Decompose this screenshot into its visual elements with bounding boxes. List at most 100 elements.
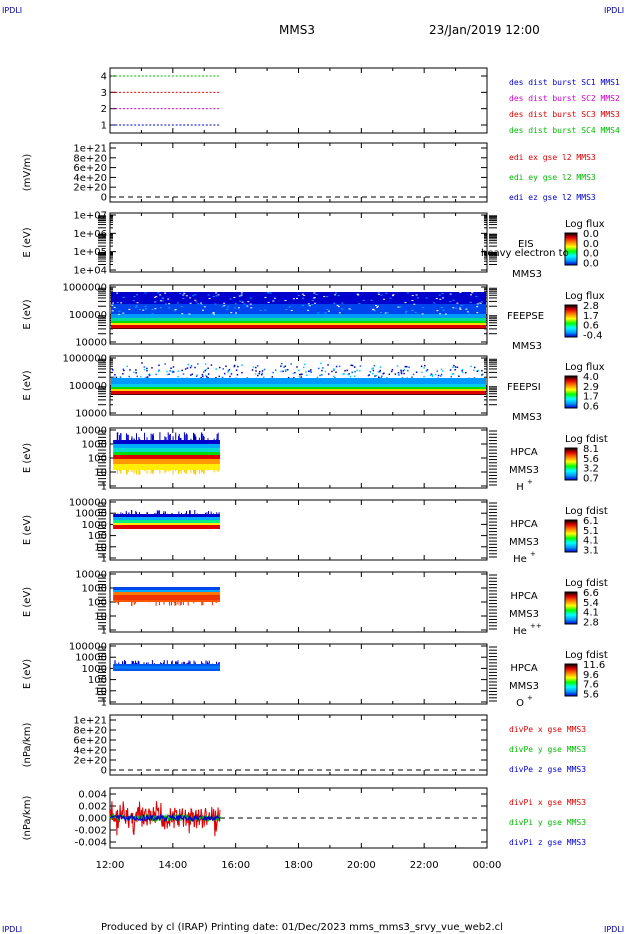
spectrogram-pixel: [258, 370, 261, 373]
spectrogram-pixel: [333, 302, 336, 304]
spectrogram-pixel: [380, 294, 383, 296]
panel-frame: [109, 212, 488, 273]
data-series-line: [109, 813, 221, 823]
colorbar: [564, 447, 578, 481]
spectrogram-pixel: [389, 297, 392, 299]
spectrogram-pixel: [213, 313, 216, 315]
spectrogram-pixel: [479, 302, 482, 304]
spectrogram-pixel: [172, 366, 175, 368]
spectrogram-pixel: [313, 292, 316, 294]
spectrogram-pixel: [128, 308, 131, 310]
colorbar: [564, 232, 578, 266]
spectrogram-pixel: [300, 376, 303, 378]
spectrogram-pixel: [212, 311, 215, 313]
legend-entry: des dist burst SC2 MMS2: [509, 94, 620, 103]
spectrogram-pixel: [246, 305, 249, 307]
spectrogram-pixel: [305, 371, 307, 373]
spectrogram-pixel: [111, 304, 114, 306]
spectrogram-pixel: [481, 369, 483, 372]
colorbar-tick-label: 0.0: [583, 229, 599, 240]
x-tick-label: 18:00: [284, 860, 313, 871]
spectrogram-pixel: [122, 296, 125, 298]
colorbar-tick-label: 3.1: [583, 545, 599, 556]
spectrogram-pixel: [381, 375, 383, 378]
data-series-line: [109, 801, 221, 837]
spectrogram-pixel: [269, 292, 272, 294]
spectrogram-pixel: [238, 295, 241, 297]
spectrogram-pixel: [400, 369, 402, 372]
spectrogram-pixel: [207, 294, 210, 296]
spectrogram-pixel: [189, 297, 192, 299]
corner-label-bl: IPDLI: [2, 925, 22, 934]
spectrogram-pixel: [122, 368, 125, 370]
spectrogram-pixel: [236, 374, 239, 376]
spectrogram-pixel: [182, 294, 185, 296]
species-label: H: [516, 482, 524, 493]
legend-entry: divPe z gse MMS3: [509, 765, 586, 774]
spectrogram-pixel: [406, 292, 409, 294]
spectrogram-pixel: [233, 364, 236, 367]
spectrogram-pixel: [233, 297, 236, 299]
spectrogram-pixel: [237, 365, 239, 368]
spectrogram-pixel: [123, 369, 125, 372]
spectrogram-pixel: [300, 373, 302, 376]
y-tick-label: 0: [101, 766, 107, 777]
spectrogram-pixel: [222, 368, 225, 370]
spectrogram-pixel: [449, 293, 452, 295]
spectrogram-pixel: [311, 300, 314, 302]
spacecraft-label: MMS3: [509, 609, 539, 620]
spectrogram-pixel: [181, 313, 184, 315]
spectrogram-pixel: [338, 312, 341, 314]
spectrogram-pixel: [478, 302, 481, 304]
spectrogram-pixel: [472, 369, 475, 372]
spectrogram-pixel: [405, 365, 408, 368]
spectrogram-pixel: [335, 365, 338, 368]
spectrogram-pixel: [133, 296, 136, 298]
spectrogram-pixel: [146, 367, 148, 370]
spectrogram-pixel: [411, 295, 414, 297]
spectrogram-pixel: [431, 374, 434, 376]
y-tick-label: 1000000: [62, 354, 107, 365]
spectrogram-pixel: [433, 302, 436, 304]
spectrogram-pixel: [202, 371, 205, 373]
instrument-label: HPCA: [510, 663, 538, 674]
spectrogram-pixel: [359, 365, 362, 367]
spectrogram-pixel: [168, 373, 170, 376]
spectrogram-pixel: [129, 369, 131, 371]
spectrogram-pixel: [449, 369, 452, 371]
spectrogram-pixel: [442, 370, 444, 372]
spectrogram-pixel: [190, 365, 193, 367]
spectrogram-pixel: [205, 368, 207, 371]
spectrogram-pixel: [307, 303, 310, 305]
spectrogram-pixel: [327, 373, 330, 375]
y-tick-label: 8e+20: [73, 726, 107, 737]
spectrogram-pixel: [401, 377, 404, 379]
spectrogram-pixel: [179, 293, 182, 295]
spectrogram-pixel: [461, 368, 464, 371]
spectrogram-pixel: [397, 371, 400, 374]
spectrogram-band: [111, 314, 486, 318]
y-tick-label: 100000: [69, 642, 107, 653]
y-tick-label: 1: [101, 698, 107, 709]
instrument-label: HPCA: [510, 447, 538, 458]
spectrogram-pixel: [442, 297, 445, 299]
spectrogram-pixel: [380, 311, 383, 313]
spectrogram-pixel: [251, 369, 254, 371]
spectrogram-pixel: [425, 297, 428, 299]
spectrogram-pixel: [155, 373, 157, 376]
spectrogram-pixel: [353, 375, 356, 378]
spectrogram-pixel: [292, 298, 295, 300]
spectrogram-pixel: [241, 364, 243, 366]
spectrogram-pixel: [467, 313, 470, 315]
spectrogram-pixel: [326, 308, 329, 310]
spectrogram-pixel: [440, 306, 443, 308]
spectrogram-pixel: [296, 297, 299, 299]
spectrogram-pixel: [290, 363, 292, 365]
spectrogram-pixel: [138, 308, 141, 310]
instrument-label: FEEPSE: [507, 311, 544, 322]
y-tick-label: 1: [101, 121, 107, 132]
spacecraft-label: MMS3: [512, 412, 542, 423]
y-tick-label: 6e+20: [73, 163, 107, 174]
spectrogram-pixel: [177, 370, 180, 373]
colorbar-tick-label: 0.0: [583, 258, 599, 269]
